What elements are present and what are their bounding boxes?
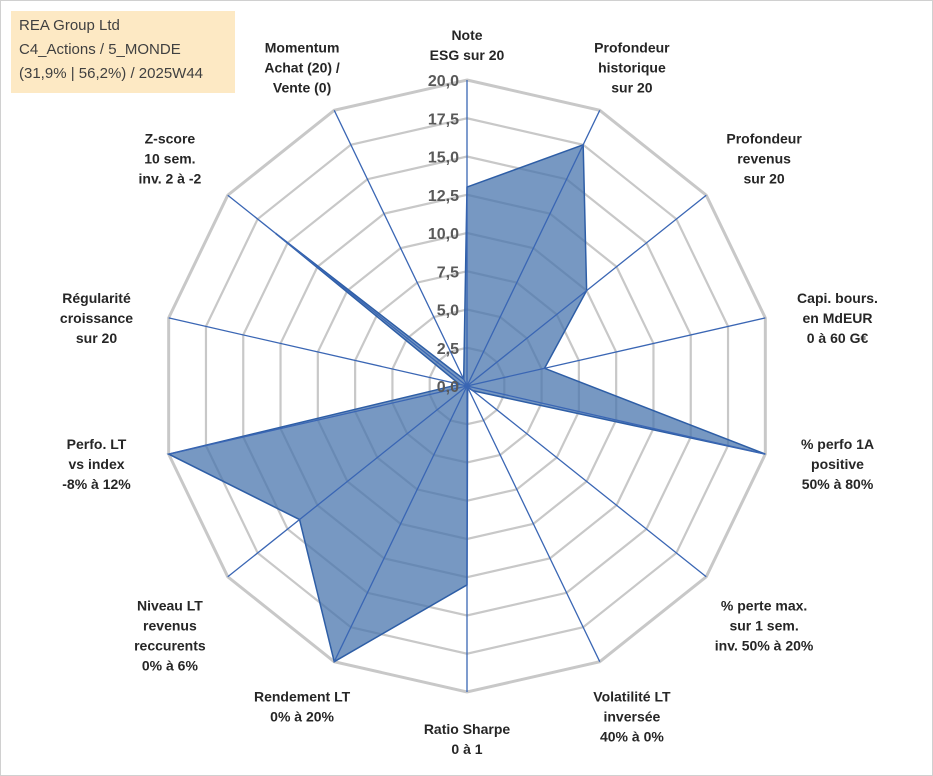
axis-spoke <box>466 385 601 662</box>
tick-label: 20,0 <box>428 73 459 90</box>
axis-label: Rendement LT 0% à 20% <box>254 689 351 725</box>
tick-label: 12,5 <box>428 188 459 205</box>
axis-label: Volatilité LT inversée 40% à 0% <box>593 689 671 745</box>
axis-label: Régularité croissance sur 20 <box>60 290 133 346</box>
tick-label: 0,0 <box>437 379 459 396</box>
info-box: REA Group Ltd C4_Actions / 5_MONDE (31,9… <box>11 11 235 93</box>
axis-spoke <box>333 110 468 387</box>
info-category: C4_Actions / 5_MONDE <box>19 41 181 58</box>
axis-spoke <box>466 317 766 387</box>
axis-label: Perfo. LT vs index -8% à 12% <box>62 436 131 492</box>
axis-spoke <box>227 194 468 387</box>
axis-spoke <box>466 385 766 455</box>
tick-label: 7,5 <box>437 264 459 281</box>
axis-spoke <box>466 110 601 387</box>
axis-spoke <box>466 385 707 578</box>
axis-label: Note ESG sur 20 <box>430 27 505 63</box>
axis-label: % perfo 1A positive 50% à 80% <box>801 436 874 492</box>
axis-label: Profondeur historique sur 20 <box>594 40 670 96</box>
tick-label: 17,5 <box>428 111 459 128</box>
axis-spoke <box>168 385 468 455</box>
tick-label: 10,0 <box>428 226 459 243</box>
axis-spoke <box>227 385 468 578</box>
axis-label: % perte max. sur 1 sem. inv. 50% à 20% <box>715 598 814 654</box>
axis-label: Profondeur revenus sur 20 <box>726 131 802 187</box>
axis-spoke <box>333 385 468 662</box>
axis-label: Ratio Sharpe 0 à 1 <box>424 721 511 757</box>
info-stats: (31,9% | 56,2%) / 2025W44 <box>19 65 203 82</box>
axis-label: Niveau LT revenus reccurents 0% à 6% <box>134 598 206 674</box>
axis-label: Momentum Achat (20) / Vente (0) <box>264 40 340 96</box>
tick-label: 15,0 <box>428 150 459 167</box>
axis-label: Capi. bours. en MdEUR 0 à 60 G€ <box>797 290 878 346</box>
tick-label: 2,5 <box>437 341 459 358</box>
axis-label: Z-score 10 sem. inv. 2 à -2 <box>139 131 202 187</box>
info-company: REA Group Ltd <box>19 17 120 34</box>
tick-label: 5,0 <box>437 303 459 320</box>
axis-spoke <box>466 194 707 387</box>
axis-spoke <box>168 317 468 387</box>
